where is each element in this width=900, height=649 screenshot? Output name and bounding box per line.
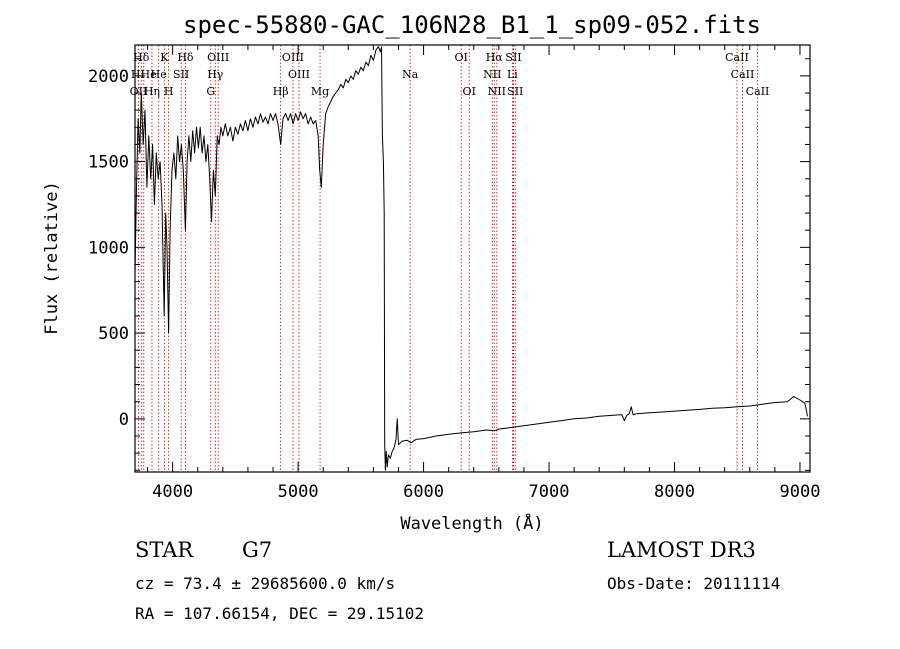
line-label: OIII — [282, 51, 304, 64]
line-label: OIII — [288, 68, 310, 81]
y-tick-label: 1500 — [88, 153, 129, 173]
line-markers — [138, 45, 758, 472]
line-label: OIII — [207, 51, 229, 64]
line-label: Mg — [311, 85, 329, 98]
line-label: CaII — [725, 51, 749, 64]
x-tick-label: 9000 — [779, 482, 820, 502]
y-axis-label: Flux (relative) — [42, 181, 62, 335]
obs-date: Obs-Date: 20111114 — [607, 574, 781, 593]
line-label: CaII — [746, 85, 770, 98]
line-label: SII — [173, 68, 189, 81]
redshift-line: cz = 73.4 ± 29685600.0 km/s — [135, 574, 396, 593]
survey-name: LAMOST DR3 — [607, 538, 756, 562]
line-label: Li — [507, 68, 518, 81]
plot-frame — [134, 44, 811, 473]
line-label: Hγ — [207, 68, 224, 81]
chart-title: spec-55880-GAC_106N28_B1_1_sp09-052.fits — [183, 11, 761, 39]
line-label: Hα — [486, 51, 504, 64]
line-label: OII — [130, 85, 148, 98]
line-label: G — [206, 85, 215, 98]
object-class: STAR — [135, 538, 194, 562]
line-label: NII — [488, 85, 506, 98]
line-label: SII — [507, 85, 523, 98]
coordinates: RA = 107.66154, DEC = 29.15102 — [135, 604, 424, 623]
line-label: NII — [483, 68, 501, 81]
line-label: CaII — [731, 68, 755, 81]
y-tick-label: 500 — [98, 324, 129, 344]
spectrum-series — [134, 46, 808, 471]
line-label: Hη — [144, 85, 160, 98]
y-tick-label: 0 — [119, 410, 129, 430]
line-label: Hβ — [273, 85, 289, 98]
line-label: OI — [463, 85, 476, 98]
x-tick-label: 6000 — [403, 482, 444, 502]
y-tick-label: 1000 — [88, 238, 129, 258]
line-label: Hδ — [133, 51, 150, 64]
line-label: Hδ — [177, 51, 194, 64]
object-subclass: G7 — [242, 538, 273, 562]
line-label: OI — [455, 51, 468, 64]
line-label: HHe — [131, 68, 157, 81]
x-tick-label: 5000 — [278, 482, 319, 502]
x-tick-label: 4000 — [152, 482, 193, 502]
x-axis-label: Wavelength (Å) — [400, 512, 543, 534]
axis-ticks: 4000 5000 6000 7000 8000 9000 0 500 1000 1500 2000 — [88, 45, 820, 502]
line-label: SII — [505, 51, 521, 64]
line-label: Na — [402, 68, 419, 81]
line-label: H — [164, 85, 174, 98]
x-tick-label: 7000 — [529, 482, 570, 502]
spectrum-line — [134, 46, 808, 471]
y-tick-label: 2000 — [88, 67, 129, 87]
x-tick-label: 8000 — [654, 482, 695, 502]
line-label: He — [151, 68, 167, 81]
line-label: K — [160, 51, 169, 64]
